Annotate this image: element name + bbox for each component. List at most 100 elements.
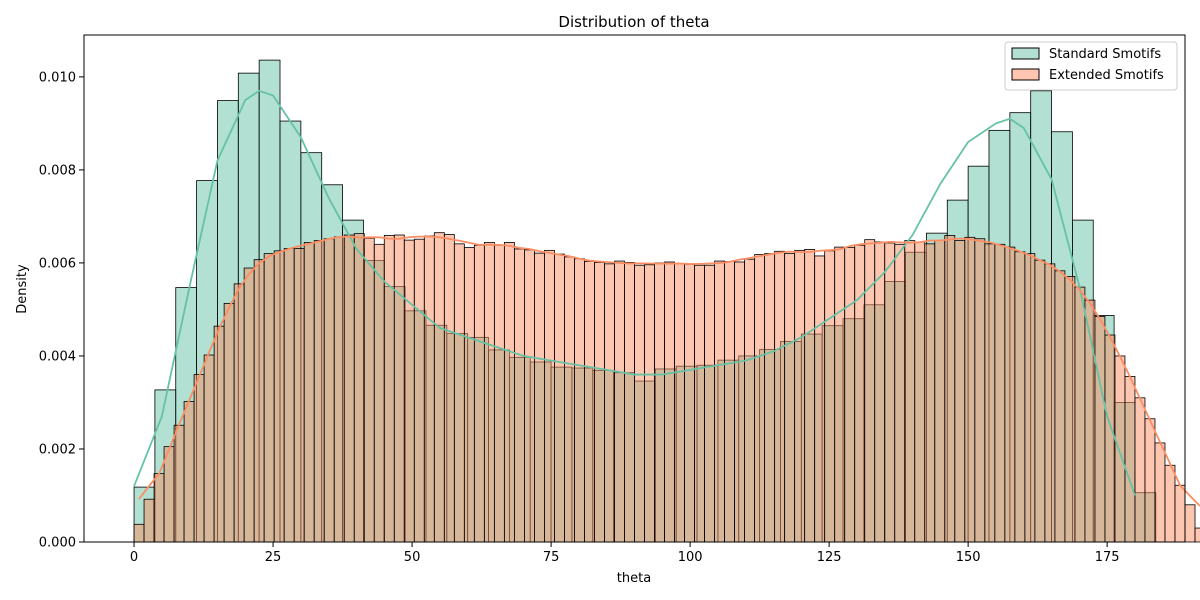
extended-bar	[824, 250, 836, 543]
extended-bar	[1154, 442, 1166, 543]
extended-bar	[333, 236, 345, 543]
extended-bar	[273, 250, 285, 543]
x-tick-label: 75	[543, 550, 560, 565]
extended-bar	[854, 244, 866, 543]
extended-bar	[343, 234, 355, 543]
legend-box	[1004, 41, 1178, 91]
extended-bar	[423, 235, 435, 543]
extended-bar	[594, 262, 605, 543]
extended-bar	[203, 354, 215, 543]
extended-bar	[1134, 397, 1146, 543]
extended-bar	[814, 255, 826, 543]
extended-bar	[534, 252, 545, 543]
extended-bar	[253, 259, 265, 543]
extended-bar	[994, 243, 1006, 543]
legend-label-extended: Extended Smotifs	[1049, 68, 1164, 83]
extended-bar	[744, 258, 756, 543]
x-tick-label: 150	[956, 550, 981, 565]
extended-bar	[323, 238, 335, 543]
extended-bar	[263, 253, 275, 543]
extended-bar	[564, 256, 575, 543]
extended-bar	[473, 244, 485, 543]
extended-bar	[904, 240, 916, 543]
extended-bar	[624, 262, 635, 543]
extended-bar	[734, 261, 746, 543]
chart-title: Distribution of theta	[558, 13, 709, 31]
extended-bar	[674, 262, 685, 543]
extended-bar	[694, 264, 705, 543]
y-tick-label: 0.006	[39, 256, 76, 271]
extended-bar	[554, 253, 565, 543]
extended-bar	[433, 232, 445, 543]
extended-bar	[934, 240, 946, 543]
y-tick-label: 0.008	[39, 163, 76, 178]
y-tick-label: 0.002	[39, 442, 76, 457]
extended-bar	[664, 261, 675, 543]
extended-bar	[313, 240, 325, 543]
extended-bar	[1014, 251, 1026, 543]
extended-bar	[293, 248, 305, 543]
extended-bar	[183, 401, 195, 543]
extended-bar	[1164, 464, 1176, 543]
extended-bar	[1184, 504, 1196, 543]
plot-area-frame	[83, 34, 1186, 543]
extended-bar	[1024, 253, 1036, 543]
extended-bar	[1054, 270, 1066, 543]
extended-bar	[363, 237, 375, 543]
extended-smotifs-bars	[133, 232, 1200, 543]
extended-bar	[974, 238, 986, 543]
extended-bar	[283, 248, 295, 543]
extended-bar	[1194, 527, 1200, 543]
extended-bar	[764, 253, 776, 543]
extended-bar	[604, 263, 615, 543]
x-tick-label: 50	[404, 550, 421, 565]
extended-bar	[1004, 246, 1016, 543]
extended-bar	[804, 249, 816, 543]
extended-bar	[163, 446, 175, 543]
extended-bar	[393, 234, 405, 543]
extended-bar	[944, 235, 956, 543]
extended-bar	[524, 249, 535, 543]
x-axis-label: theta	[617, 571, 651, 586]
kde-lines	[133, 89, 1200, 507]
extended-bar	[714, 260, 725, 543]
extended-bar	[704, 264, 715, 543]
extended-bar	[303, 242, 315, 543]
extended-bar	[964, 236, 976, 543]
extended-bar	[584, 261, 595, 543]
x-tick-label: 175	[1095, 550, 1120, 565]
y-axis: 0.000 0.002 0.004 0.006 0.008 0.010	[39, 70, 84, 551]
x-tick-label: 25	[265, 550, 282, 565]
extended-bar	[614, 260, 625, 543]
extended-bar	[243, 267, 255, 543]
extended-bar	[784, 253, 796, 543]
extended-bar	[153, 473, 165, 543]
extended-bar	[353, 233, 365, 543]
extended-bar	[493, 244, 505, 543]
extended-bar	[503, 242, 515, 543]
extended-bar	[223, 302, 235, 543]
extended-bar	[1064, 276, 1076, 543]
legend-label-standard: Standard Smotifs	[1049, 47, 1161, 62]
y-axis-label: Density	[15, 264, 30, 314]
extended-bar	[834, 246, 846, 543]
extended-bar	[173, 424, 185, 543]
extended-bar	[383, 235, 395, 543]
x-axis: 0 25 50 75 100 125 150 175	[130, 542, 1120, 565]
extended-bar	[654, 262, 665, 543]
extended-bar	[634, 264, 645, 543]
extended-bar	[403, 239, 415, 543]
extended-bar	[373, 243, 385, 543]
extended-bar	[874, 241, 886, 543]
extended-bar	[1124, 376, 1136, 543]
extended-bar	[1044, 263, 1056, 543]
kde-line-standard	[133, 89, 1136, 496]
extended-bar	[574, 258, 585, 543]
extended-bar	[1074, 286, 1086, 543]
extended-bar	[213, 325, 225, 543]
y-tick-label: 0.010	[39, 70, 76, 85]
y-tick-label: 0.000	[39, 536, 76, 551]
extended-bar	[954, 240, 966, 543]
extended-bar	[453, 243, 465, 543]
extended-bar	[1144, 418, 1156, 543]
